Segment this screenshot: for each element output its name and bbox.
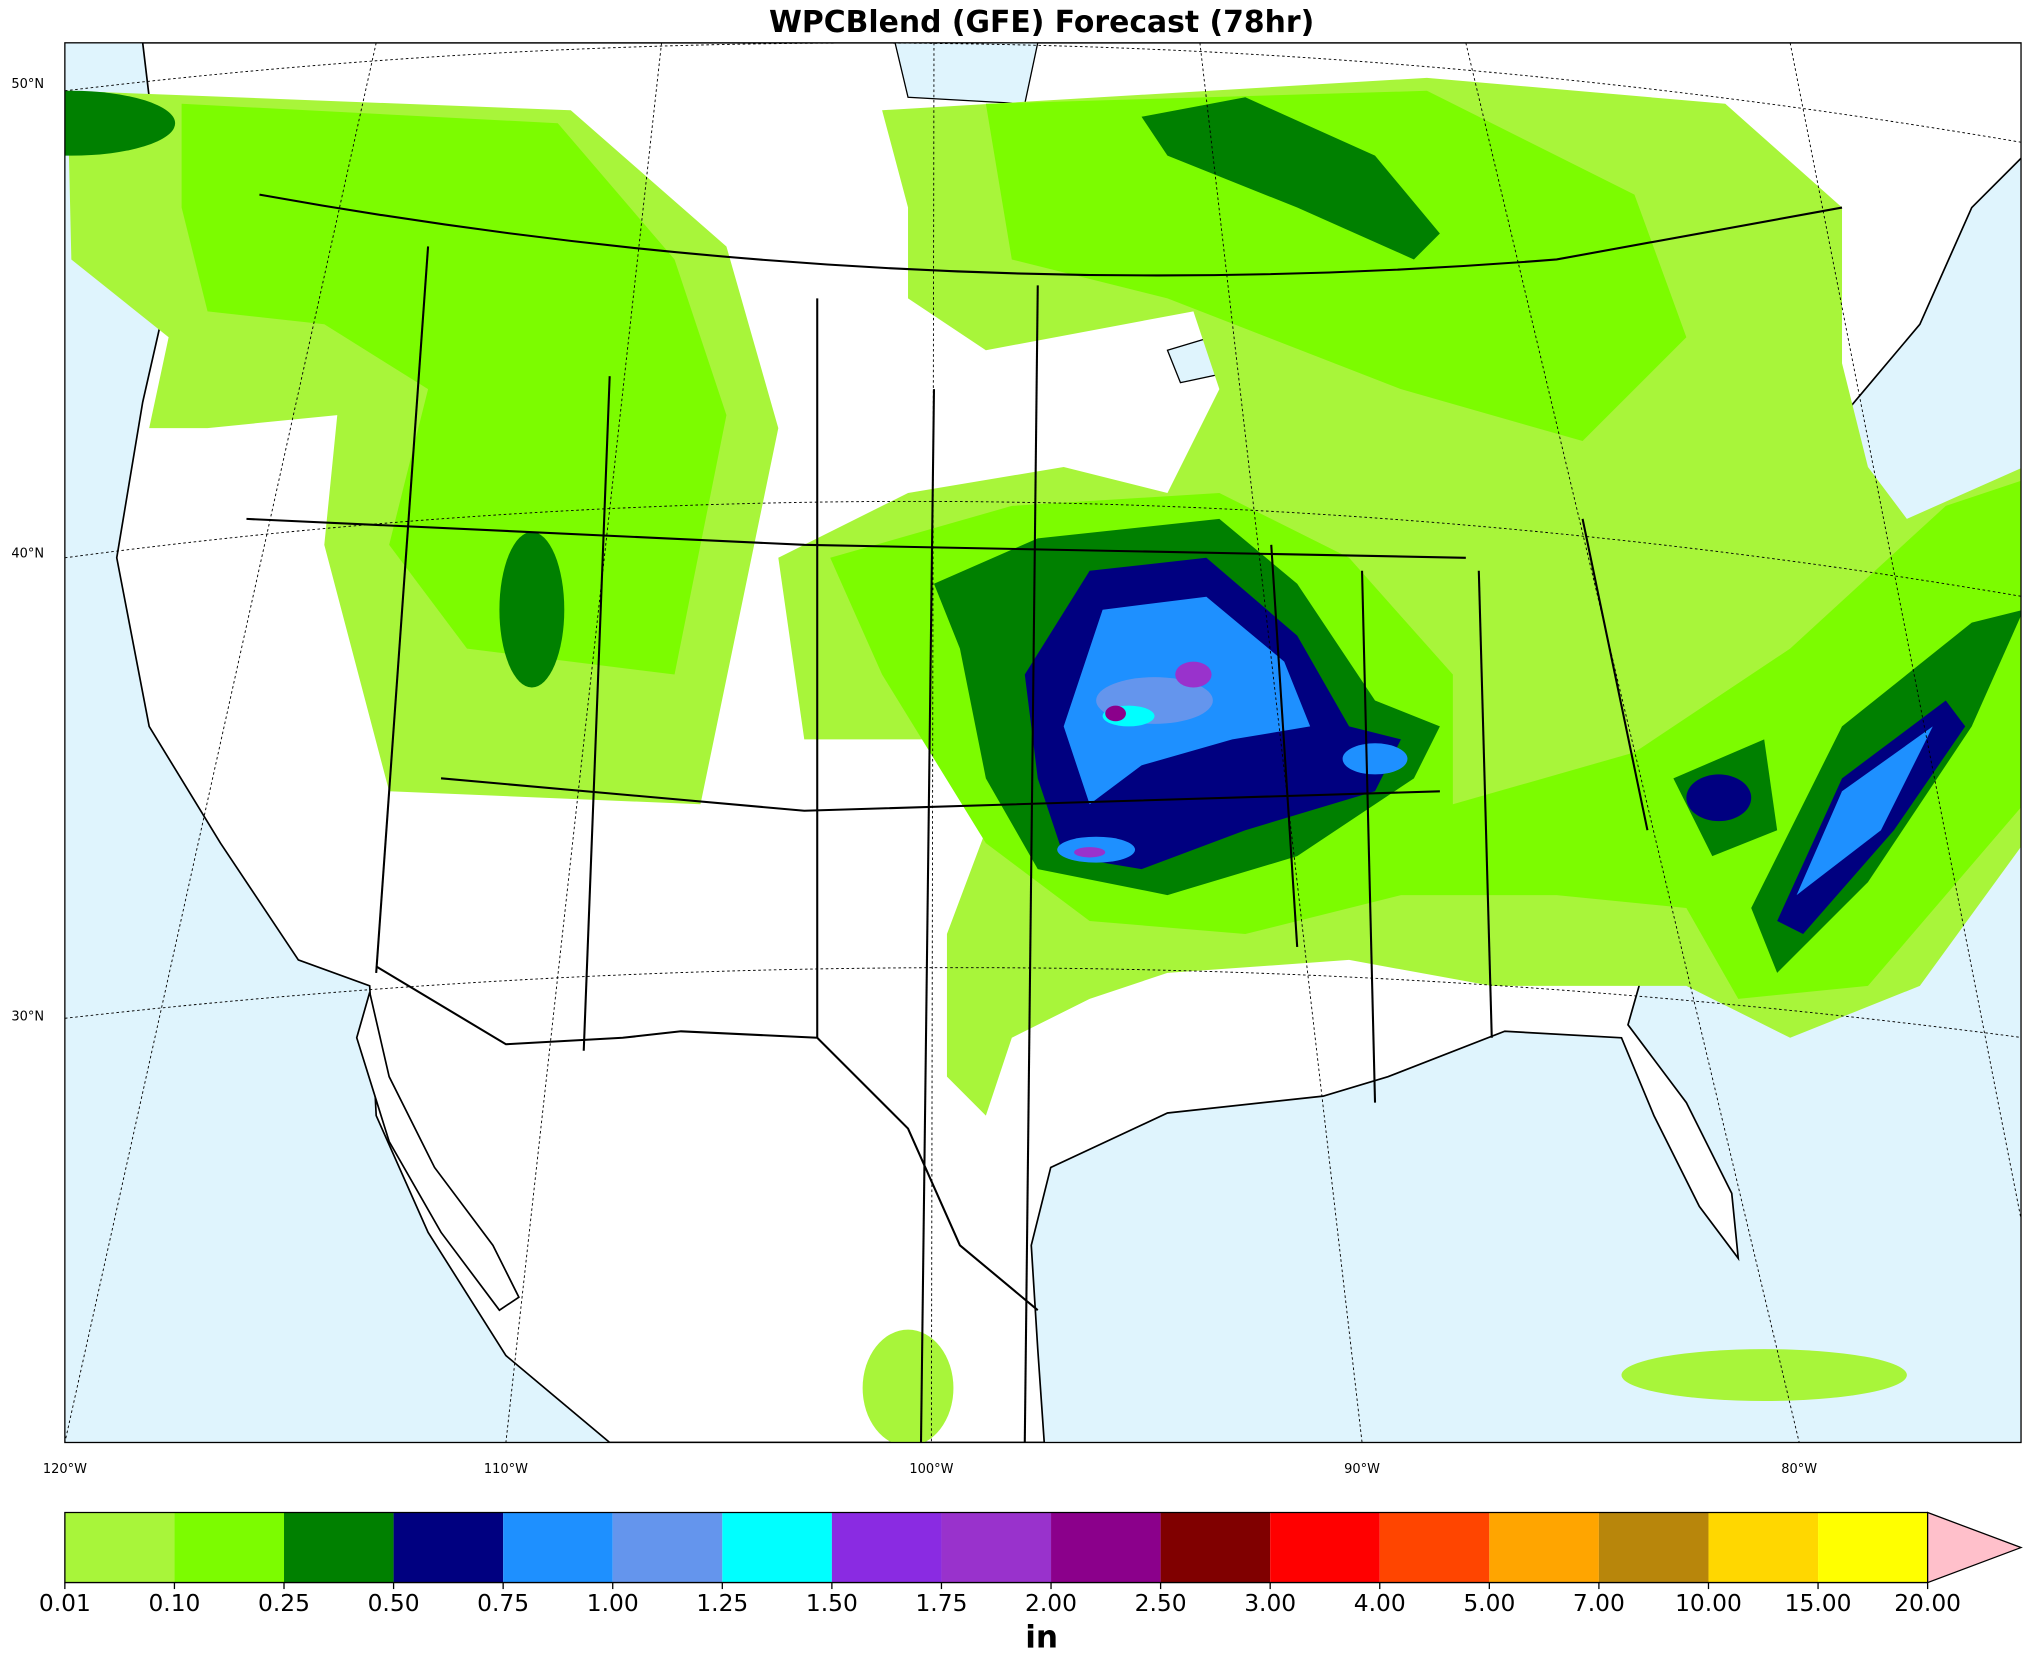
lat-label: 40°N — [11, 546, 44, 561]
colorbar-segment — [1379, 1512, 1490, 1583]
colorbar-tick-label: 4.00 — [1354, 1589, 1406, 1617]
colorbar-segment — [1160, 1512, 1271, 1583]
colorbar-segment — [174, 1512, 285, 1583]
colorbar-tick-label: 2.00 — [1025, 1589, 1077, 1617]
colorbar-segment — [1489, 1512, 1599, 1583]
colorbar-tick-label: 7.00 — [1573, 1589, 1625, 1617]
colorbar-segment — [1708, 1512, 1819, 1583]
lon-label: 110°W — [484, 1462, 528, 1477]
colorbar-segment — [941, 1512, 1052, 1583]
colorbar-tick-label: 2.50 — [1135, 1589, 1187, 1617]
colorbar-tick-label: 0.75 — [477, 1589, 529, 1617]
colorbar-segment — [1051, 1512, 1161, 1583]
colorbar-segment — [1270, 1512, 1380, 1583]
colorbar-segment — [612, 1512, 723, 1583]
lon-label: 120°W — [43, 1462, 87, 1477]
borders — [246, 193, 1843, 1443]
colorbar-segment — [1598, 1512, 1709, 1583]
precip-peak — [1074, 661, 1213, 858]
lat-label: 30°N — [11, 1010, 44, 1025]
colorbar-frame — [64, 1511, 1928, 1584]
lat-label: 50°N — [11, 77, 44, 92]
colorbar-tick-label: 5.00 — [1463, 1589, 1515, 1617]
colorbar-tick-label: 20.00 — [1894, 1589, 1961, 1617]
colorbar-tick-label: 0.25 — [258, 1589, 310, 1617]
map-frame — [64, 42, 2022, 1444]
colorbar-tick-label: 10.00 — [1675, 1589, 1742, 1617]
colorbar-segment — [393, 1512, 504, 1583]
colorbar-tick-label: 1.00 — [587, 1589, 639, 1617]
title: WPCBlend (GFE) Forecast (78hr) — [769, 5, 1314, 40]
lon-label: 90°W — [1344, 1462, 1380, 1477]
colorbar-segment — [1818, 1512, 1928, 1583]
colorbar-tick-label: 0.01 — [39, 1589, 91, 1617]
colorbar-tick-label: 3.00 — [1244, 1589, 1296, 1617]
colorbar-tick-label: 0.50 — [368, 1589, 420, 1617]
colorbar-extend — [1926, 1511, 2023, 1584]
lon-label: 100°W — [909, 1462, 953, 1477]
baja — [355, 992, 520, 1312]
graticule — [64, 42, 2022, 1443]
colorbar-label: in — [1025, 1619, 1058, 1655]
colorbar-tick-label: 0.10 — [148, 1589, 200, 1617]
colorbar-tick-label: 15.00 — [1785, 1589, 1852, 1617]
colorbar-tick-label: 1.75 — [915, 1589, 967, 1617]
colorbar-segment — [503, 1512, 613, 1583]
colorbar-segment — [64, 1512, 175, 1583]
colorbar-segment — [831, 1512, 942, 1583]
lon-label: 80°W — [1781, 1462, 1817, 1477]
colorbar-tick-label: 1.50 — [806, 1589, 858, 1617]
colorbar-segment — [284, 1512, 394, 1583]
map — [64, 42, 2022, 1444]
colorbar-tick-label: 1.25 — [696, 1589, 748, 1617]
colorbar-segment — [722, 1512, 832, 1583]
